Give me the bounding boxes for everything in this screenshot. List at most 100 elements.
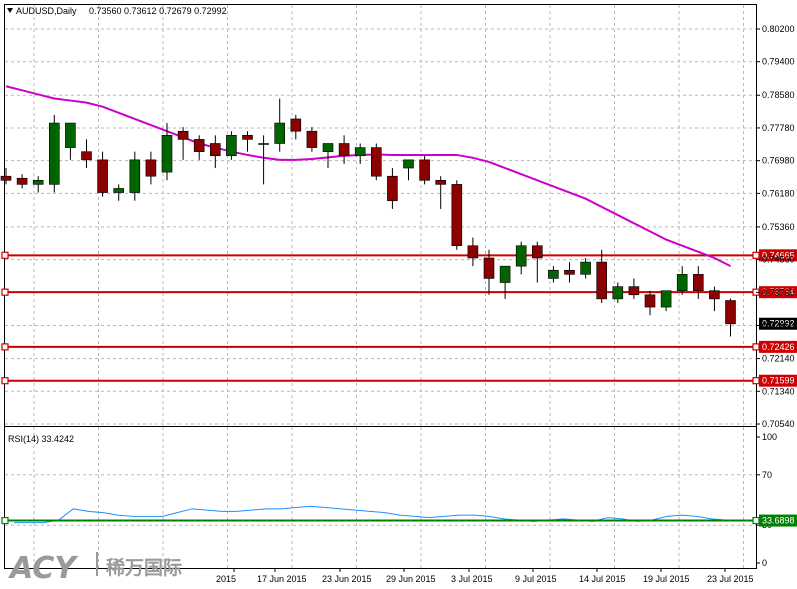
candle-body (32, 179, 44, 185)
bearish-candle (692, 266, 704, 299)
candle-body (338, 143, 350, 157)
bullish-candle (113, 184, 124, 201)
x-tick-label: 29 Jun 2015 (386, 574, 436, 584)
y-tick-label: 0.72950 (762, 320, 795, 330)
candle-body (564, 269, 575, 275)
bearish-candle (596, 249, 608, 303)
bearish-candle (628, 278, 640, 299)
y-tick-label: 0.75360 (762, 222, 795, 232)
level-price-box (759, 249, 797, 262)
bullish-candle (676, 266, 688, 295)
x-tick-label: 17 Jun 2015 (257, 574, 307, 584)
level-price-box (759, 374, 797, 387)
bullish-candle (580, 257, 591, 279)
bearish-candle (531, 241, 543, 283)
candle-body (290, 118, 302, 132)
bearish-candle (193, 135, 205, 160)
candle-body (515, 245, 527, 267)
ohlc-values: 0.73560 0.73612 0.72679 0.72992 (89, 6, 227, 16)
bullish-candle (161, 123, 173, 181)
x-tick-label: 23 Jul 2015 (707, 574, 754, 584)
y-tick-label: 0.72140 (762, 354, 795, 364)
level-price-label: 0.71599 (762, 376, 795, 386)
bearish-candle (451, 180, 463, 250)
candle-body (596, 261, 608, 300)
bullish-candle (354, 143, 366, 164)
level-handle-left (1, 377, 9, 385)
bearish-candle (338, 135, 350, 164)
candle-body (709, 290, 720, 300)
candle-body (258, 143, 269, 145)
header-triangle-icon (7, 8, 13, 13)
level-handle-left (1, 343, 9, 351)
rsi-level-handle-right (752, 516, 760, 525)
bearish-candle (290, 114, 302, 140)
bearish-candle (435, 176, 447, 209)
watermark-cn: 稀万国际 (106, 556, 182, 579)
rsi-level-box (759, 514, 797, 527)
y-tick-label: 0.79400 (762, 57, 795, 67)
candle-body (129, 159, 141, 193)
level-handle-left (1, 288, 9, 296)
candle-body (370, 147, 382, 177)
last-price-box (759, 317, 797, 330)
candle-body (274, 122, 286, 144)
candle-body (435, 179, 447, 185)
candle-body (451, 184, 463, 247)
candle-body (548, 269, 559, 279)
candle-body (725, 300, 736, 325)
bearish-candle (564, 262, 575, 283)
candle-body (644, 294, 656, 308)
bearish-candle (644, 290, 656, 316)
candle-body (97, 159, 108, 193)
candle-body (0, 175, 12, 181)
acy-watermark: ACY 稀万国际 (8, 551, 182, 586)
rsi-indicator: 33.6898 (1, 505, 797, 527)
x-tick-label: 2015 (216, 574, 236, 584)
bearish-candle (467, 237, 479, 267)
level-handle-right (752, 343, 760, 351)
rsi-level-handle-left (1, 516, 9, 525)
candle-body (306, 130, 318, 148)
x-tick-label: 9 Jul 2015 (515, 574, 557, 584)
y-tick-label: 0.77780 (762, 123, 795, 133)
bullish-candle (660, 290, 672, 312)
y-tick-label: 0.74560 (762, 255, 795, 265)
bullish-candle (129, 151, 141, 201)
bearish-candle (242, 131, 253, 152)
rsi-frame (4, 426, 757, 569)
candle-body (387, 175, 398, 202)
level-handle-right (752, 251, 760, 259)
candle-body (676, 274, 688, 291)
price-axis: 0.80200 0.79400 0.78580 0.77780 0.76980 0.761… (756, 24, 795, 568)
bullish-candle (548, 266, 559, 283)
symbol-label: AUDUSD,Daily (16, 6, 77, 16)
candlesticks (0, 98, 736, 337)
candle-body (467, 245, 479, 259)
y-tick-label: 0.76980 (762, 156, 795, 166)
candle-body (660, 290, 672, 308)
time-axis: 2015 17 Jun 2015 23 Jun 2015 29 Jun 2015 3 J… (216, 568, 754, 584)
bearish-candle (0, 168, 12, 185)
candle-body (580, 261, 591, 275)
candle-body (113, 188, 124, 193)
candle-body (145, 159, 157, 177)
candle-body (354, 147, 366, 157)
bullish-candle (32, 176, 44, 193)
candle-body (226, 135, 237, 157)
bullish-candle (322, 143, 334, 169)
x-tick-label: 23 Jun 2015 (322, 574, 372, 584)
candle-body (628, 286, 640, 296)
level-price-label: 0.72426 (762, 342, 795, 352)
candle-body (692, 274, 704, 291)
bearish-candle (177, 127, 189, 160)
y-tick-label: 0.80200 (762, 24, 795, 34)
x-tick-label: 14 Jul 2015 (579, 574, 626, 584)
y-tick-label: 0.73760 (762, 287, 795, 297)
last-price-label: 0.72992 (762, 319, 795, 329)
candle-body (483, 257, 495, 279)
watermark-divider (96, 552, 98, 576)
bearish-candle (81, 139, 92, 169)
candle-body (210, 143, 221, 157)
bearish-candle (97, 151, 108, 197)
